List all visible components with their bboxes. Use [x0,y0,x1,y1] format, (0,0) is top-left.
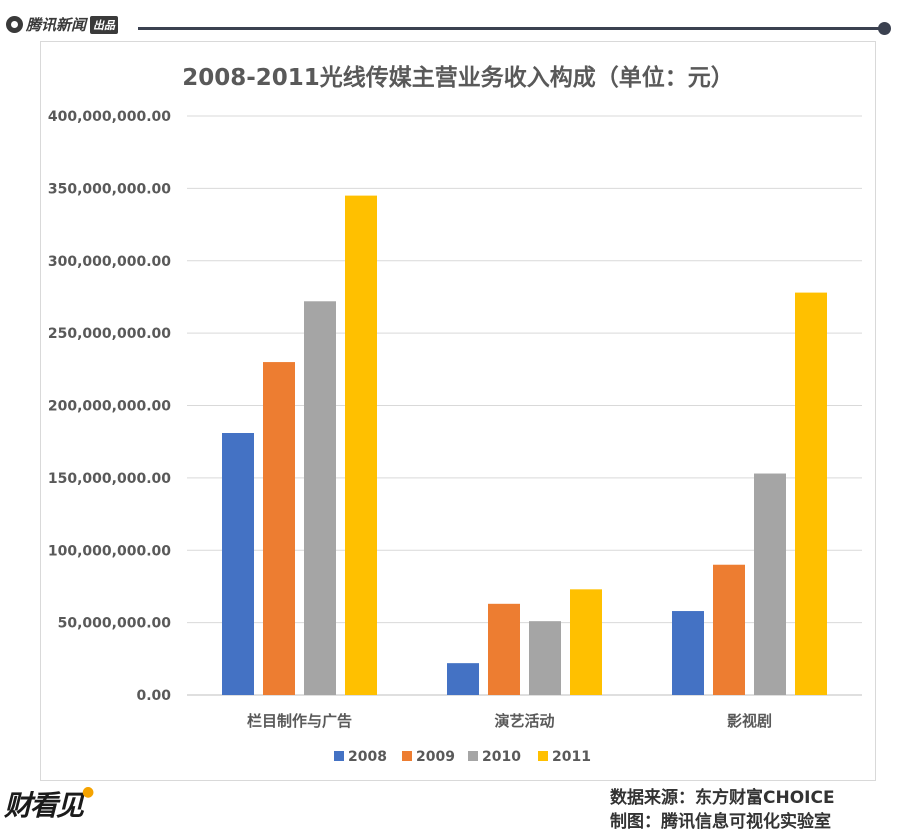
logo-text: 财看见 [4,789,84,822]
legend-swatch-2008 [334,751,344,761]
bar-2010-1 [529,621,561,695]
bar-2009-0 [263,362,295,695]
legend-swatch-2011 [538,751,548,761]
bar-2011-0 [345,195,377,696]
y-tick-label: 400,000,000.00 [48,109,171,125]
header-bar: 腾讯新闻 出品 [0,0,910,50]
y-tick-label: 250,000,000.00 [48,326,171,342]
logo-accent-icon: ● [82,784,94,800]
bar-2008-0 [222,433,254,695]
y-tick-label: 150,000,000.00 [48,471,171,487]
chart-credit: 制图：腾讯信息可视化实验室 [610,812,831,832]
legend-swatch-2010 [468,751,478,761]
y-tick-label: 50,000,000.00 [58,616,172,632]
x-category-label: 栏目制作与广告 [247,712,352,730]
data-source: 数据来源：东方财富CHOICE [610,788,835,808]
tencent-news-logo-icon [6,16,23,33]
chart-title: 2008-2011光线传媒主营业务收入构成（单位：元） [182,65,734,91]
source-block: 数据来源：东方财富CHOICE 制图：腾讯信息可视化实验室 [610,786,835,834]
legend-label-2009: 2009 [416,749,455,765]
bar-2010-0 [304,301,336,695]
y-tick-label: 300,000,000.00 [48,254,171,270]
bar-2009-1 [488,603,520,695]
y-tick-label: 200,000,000.00 [48,399,171,415]
y-tick-label: 350,000,000.00 [48,181,171,197]
bar-2008-2 [672,611,704,695]
legend-label-2010: 2010 [482,749,521,765]
header-dot [878,22,891,35]
x-category-label: 演艺活动 [494,712,554,730]
y-tick-label: 100,000,000.00 [48,543,171,559]
legend-swatch-2009 [402,751,412,761]
header-divider [138,27,882,30]
bar-2010-2 [754,473,786,695]
legend-label-2011: 2011 [552,749,591,765]
legend-label-2008: 2008 [348,749,387,765]
caikanjian-logo: 财看见● [4,784,94,824]
brand-tag: 出品 [90,15,119,34]
bar-2009-2 [713,564,745,695]
bar-2011-2 [795,292,827,695]
brand: 腾讯新闻 出品 [6,14,119,35]
y-tick-label: 0.00 [136,688,171,704]
bar-2011-1 [570,589,602,695]
brand-name: 腾讯新闻 [26,16,87,34]
x-category-label: 影视剧 [727,712,772,730]
bar-2008-1 [447,663,479,695]
